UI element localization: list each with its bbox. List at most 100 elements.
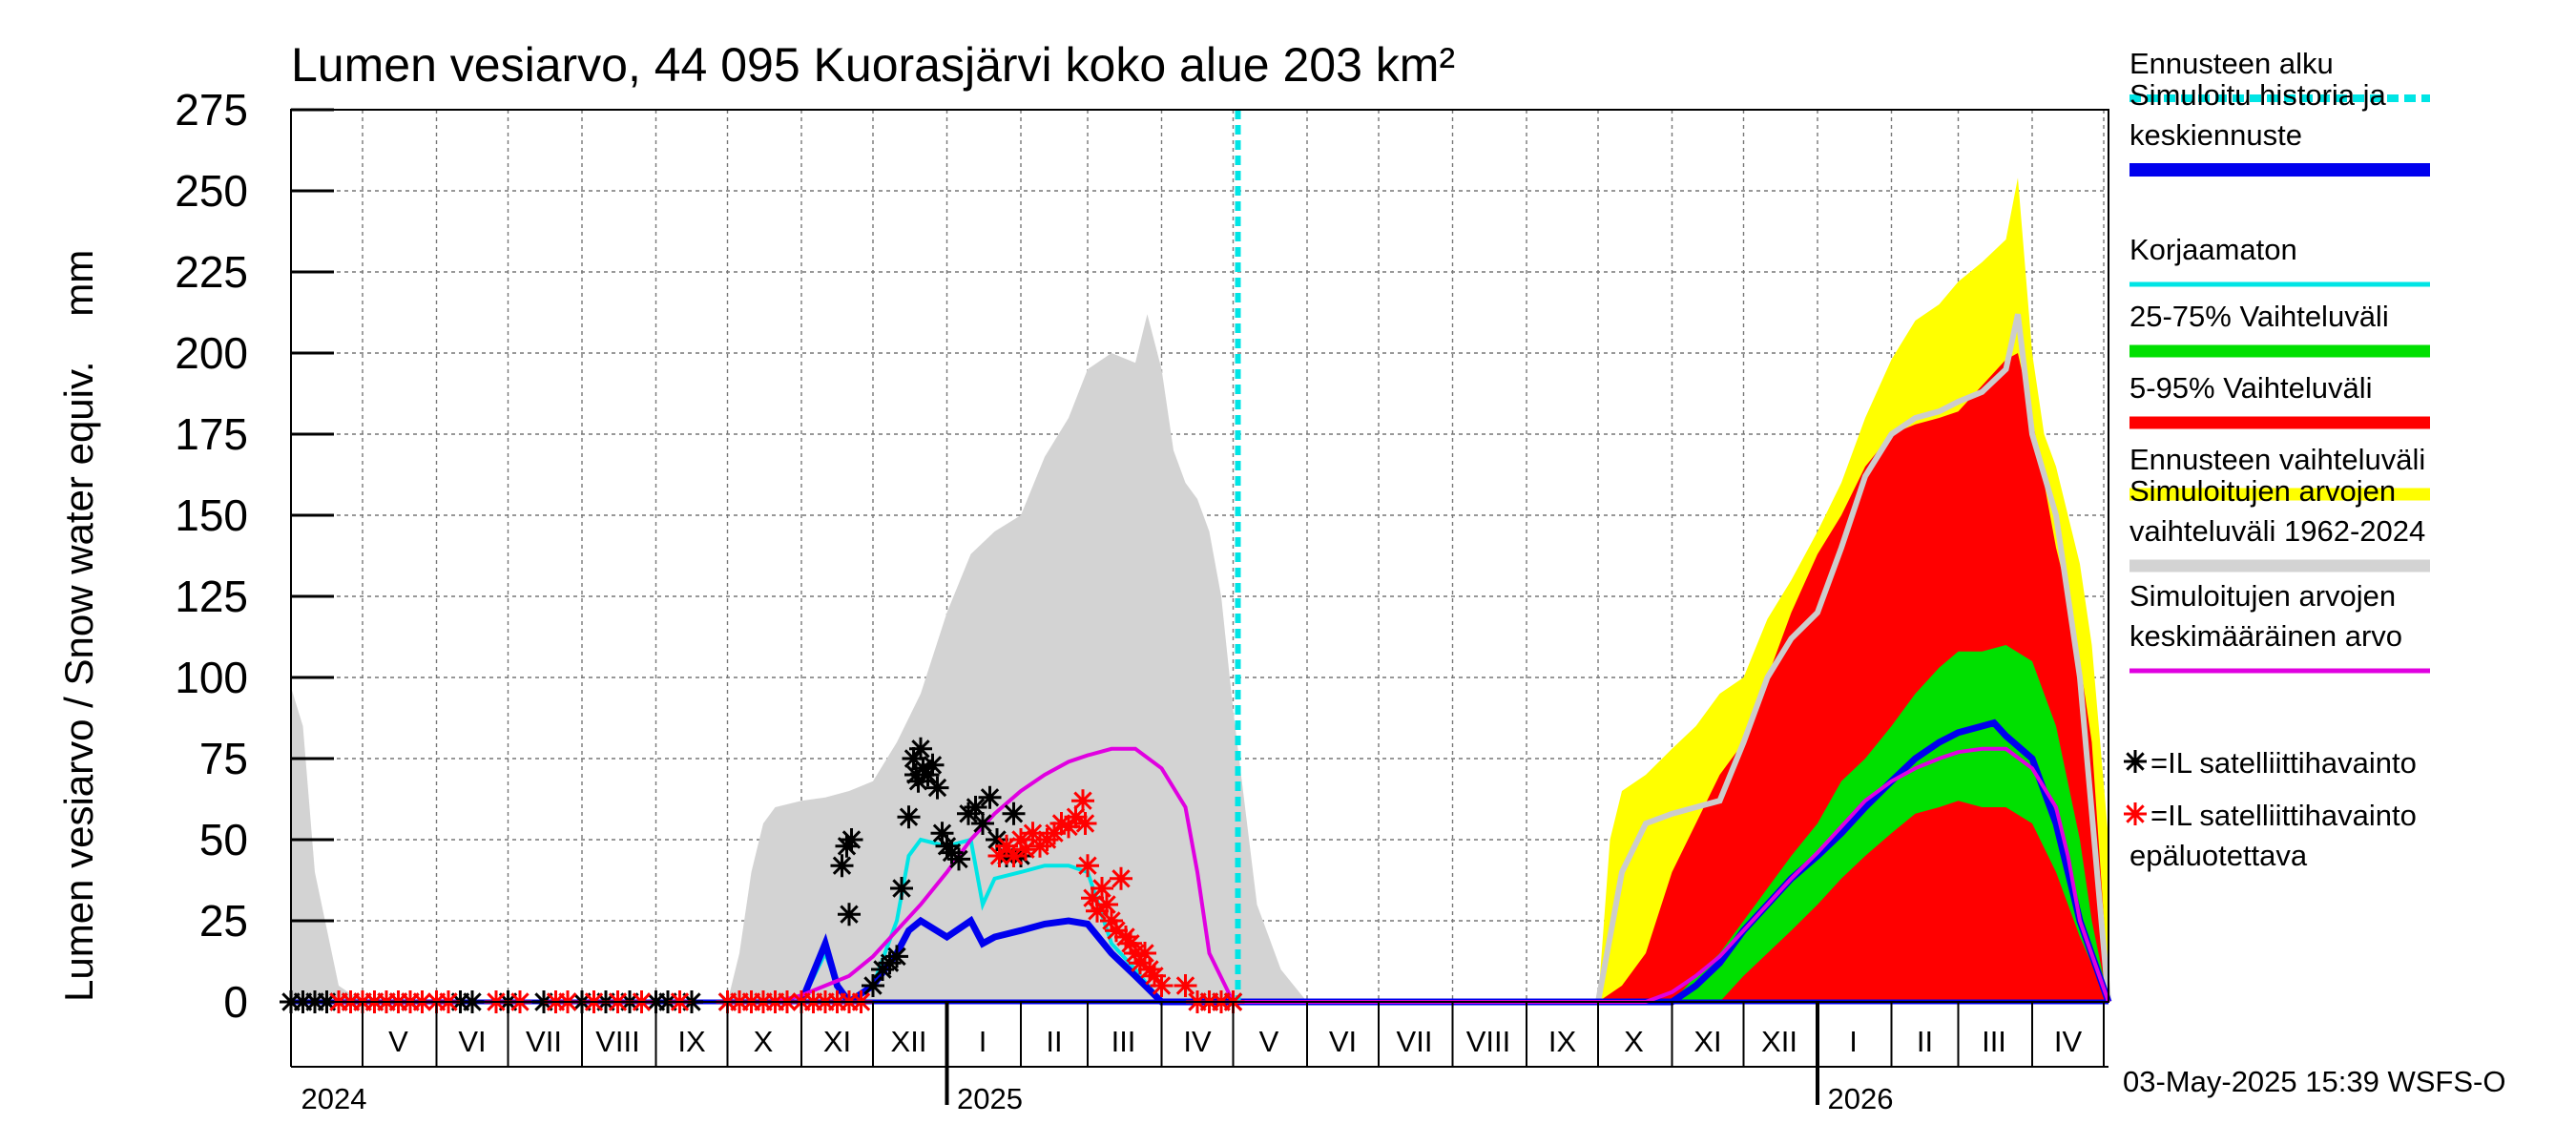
satellite-observation-marker (862, 974, 884, 997)
satellite-observation-unreliable-marker (1086, 899, 1109, 923)
y-tick-label: 75 (199, 734, 248, 783)
p25-75-range-area (1672, 645, 2109, 1002)
p25-75-polygon (1672, 645, 2109, 1002)
satellite-observation-marker (916, 763, 940, 786)
satellite-observation-marker (902, 747, 925, 770)
satellite-observation-marker (1002, 802, 1026, 825)
satellite-observation-marker (971, 812, 994, 835)
satellite-observation-marker (838, 903, 861, 926)
legend-forecast-range-label: Ennusteen vaihteluväli (2129, 443, 2425, 476)
satellite-observation-unreliable-marker (1081, 886, 1104, 910)
y-tick-label: 250 (175, 166, 248, 216)
legend-forecast-start-label: Ennusteen alku (2129, 47, 2334, 80)
satellite-observation-marker (925, 776, 949, 800)
y-axis-ticks: 0 25 50 75 100 125 150 175 200 225 250 275 (175, 85, 334, 1027)
historical-range-polygon-2024 (291, 314, 1307, 1002)
month-label: XI (823, 1025, 851, 1058)
year-label: 2024 (301, 1082, 367, 1115)
month-label: X (1624, 1025, 1644, 1058)
y-axis-label: Lumen vesiarvo / Snow water equiv. mm (56, 250, 101, 1002)
satellite-observation-unreliable-marker (1071, 789, 1094, 813)
legend-historical-range-label: Simuloitujen arvojen (2129, 474, 2396, 508)
satellite-observation-unreliable-marker (1076, 854, 1099, 878)
y-tick-label: 175 (175, 409, 248, 459)
y-tick-label: 200 (175, 328, 248, 378)
legend-simulated-label: Simuloitu historia ja (2129, 78, 2387, 112)
satellite-observation-unreliable-marker (1095, 893, 1118, 916)
historical-mean-grey-line (1595, 313, 2111, 1003)
y-tick-label: 125 (175, 572, 248, 621)
y-tick-label: 275 (175, 85, 248, 135)
p5-95-lower-polygon (1743, 888, 2109, 1002)
satellite-observation-marker (890, 877, 913, 900)
legend-sat-unreliable-label-2: epäluotettava (2129, 839, 2308, 872)
satellite-observation-unreliable-marker (1105, 919, 1128, 943)
plot-frame (290, 109, 2109, 1003)
month-label: X (754, 1025, 774, 1058)
satellite-observation-unreliable-marker (1064, 805, 1088, 829)
year-label: 2025 (957, 1082, 1023, 1115)
satellite-observation-marker (930, 822, 954, 845)
satellite-observation-unreliable-marker (995, 834, 1018, 858)
satellite-observation-unreliable-marker (1002, 844, 1026, 867)
satellite-observation-marker (906, 769, 930, 793)
month-label: I (1849, 1025, 1858, 1058)
satellite-observation-marker (840, 828, 863, 851)
month-label: VI (1329, 1025, 1357, 1058)
satellite-observation-unreliable-marker (1091, 877, 1113, 900)
satellite-observation-unreliable-marker (1174, 974, 1197, 997)
timestamp-footer: 03-May-2025 15:39 WSFS-O (2123, 1065, 2505, 1098)
satellite-observation-unreliable-marker (1119, 931, 1142, 955)
y-tick-label: 100 (175, 653, 248, 702)
satellite-observation-marker (909, 737, 932, 760)
satellite-observation-unreliable-marker (1057, 815, 1080, 839)
month-label: XII (891, 1025, 927, 1058)
legend-p25-75-label: 25-75% Vaihteluväli (2129, 300, 2389, 333)
satellite-observation-marker (947, 847, 970, 871)
month-label: VI (458, 1025, 486, 1058)
month-label: XI (1693, 1025, 1721, 1058)
satellite-observation-unreliable-marker (1110, 866, 1132, 890)
month-label: VIII (595, 1025, 640, 1058)
month-label: II (1917, 1025, 1933, 1058)
satellite-observation-unreliable-marker (1043, 822, 1066, 845)
satellite-observation-unreliable-marker (1129, 951, 1152, 975)
satellite-observation-unreliable-marker (1073, 812, 1097, 835)
legend-sat-unreliable-marker (2124, 802, 2147, 825)
chart-title: Lumen vesiarvo, 44 095 Kuorasjärvi koko … (291, 38, 1455, 92)
month-label: VII (526, 1025, 562, 1058)
x-axis-labels: V VI VII VIII IX X XI XII I II III IV V VI VII VIII IX X X… (290, 1002, 2109, 1115)
month-label: III (1982, 1025, 2006, 1058)
satellite-observation-unreliable-marker (1133, 942, 1156, 965)
legend-p5-95-label: 5-95% Vaihteluväli (2129, 371, 2372, 405)
legend-simulated-label: keskiennuste (2129, 118, 2302, 152)
satellite-observation-unreliable-marker (1021, 822, 1045, 845)
month-label: IV (1183, 1025, 1212, 1058)
y-tick-label: 25 (199, 896, 248, 946)
satellite-observation-unreliable-marker (1150, 974, 1174, 997)
satellite-observation-unreliable-marker (1009, 828, 1032, 851)
y-tick-label: 225 (175, 247, 248, 297)
satellite-observation-unreliable-marker (1014, 838, 1037, 862)
satellite-observation-unreliable-marker (1100, 909, 1123, 932)
plot-border (290, 109, 2109, 1003)
satellite-observation-unreliable-marker (1143, 964, 1166, 988)
satellite-observation-unreliable-marker (987, 844, 1011, 867)
y-tick-label: 150 (175, 490, 248, 540)
month-label: IX (677, 1025, 706, 1058)
month-label: V (1259, 1025, 1279, 1058)
satellite-observation-marker (897, 805, 921, 829)
legend-historical-range-label: vaihteluväli 1962-2024 (2129, 514, 2425, 548)
p5-95-range-area (1598, 353, 2109, 1002)
y-tick-label: 50 (199, 815, 248, 864)
p5-95-upper-polygon (1598, 353, 2109, 1002)
month-label: II (1046, 1025, 1062, 1058)
legend-sat-unreliable-label: =IL satelliittihavainto (2150, 799, 2417, 832)
month-label: V (388, 1025, 408, 1058)
satellite-observation-marker (830, 854, 854, 878)
month-label: VIII (1466, 1025, 1511, 1058)
month-label: XII (1761, 1025, 1797, 1058)
month-label: I (979, 1025, 987, 1058)
legend-historical-mean-label: Simuloitujen arvojen (2129, 579, 2396, 613)
